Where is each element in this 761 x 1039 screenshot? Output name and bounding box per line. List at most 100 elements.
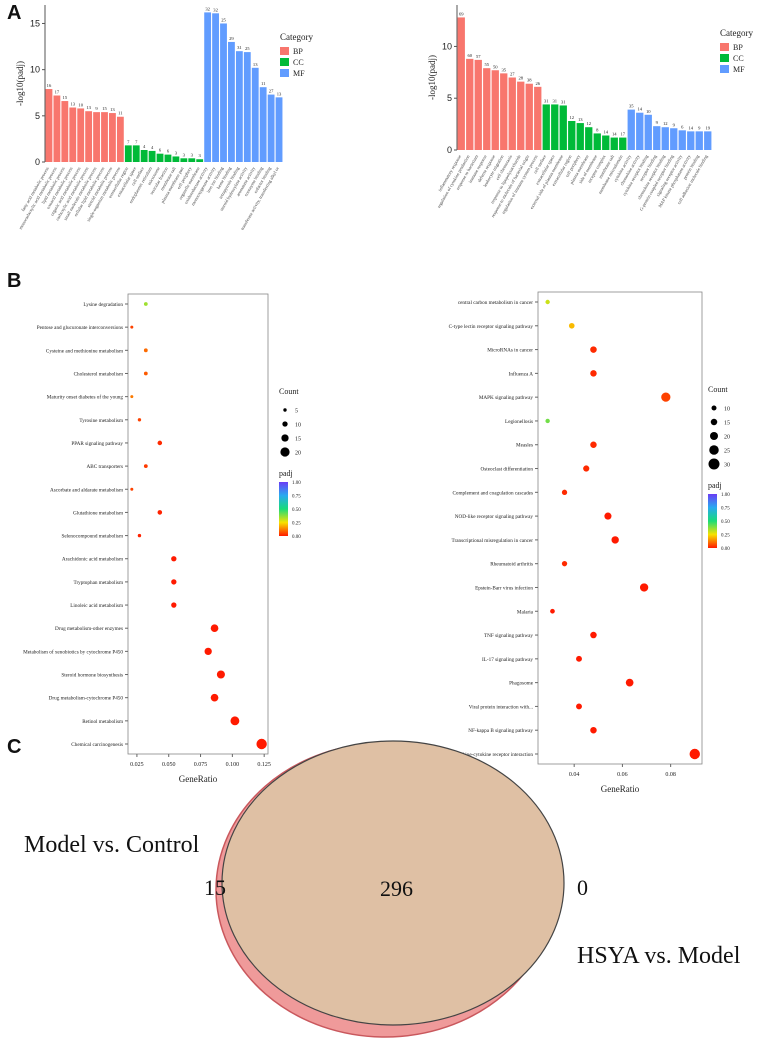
pathway-dot bbox=[256, 738, 267, 750]
bar bbox=[474, 59, 482, 151]
pathway-dot bbox=[143, 464, 148, 468]
bar-data-label: 7 bbox=[127, 139, 130, 144]
bar bbox=[148, 150, 156, 162]
bar-data-label: 55 bbox=[484, 62, 489, 67]
size-legend-dot bbox=[283, 408, 287, 412]
size-legend-label: 15 bbox=[724, 421, 730, 427]
bar bbox=[251, 67, 259, 162]
y-tick-label: 0 bbox=[35, 157, 40, 167]
pathway-dot bbox=[576, 703, 582, 710]
pathway-dot bbox=[625, 678, 634, 687]
size-legend-label: 30 bbox=[724, 463, 730, 469]
bar-data-label: 31 bbox=[237, 45, 242, 50]
pathway-dot bbox=[568, 322, 575, 329]
colorbar-tick-label: 0.75 bbox=[292, 495, 301, 500]
legend-label: CC bbox=[733, 54, 744, 63]
bar bbox=[220, 23, 227, 163]
size-legend-dot bbox=[708, 458, 720, 470]
bar-data-label: 3 bbox=[183, 152, 186, 157]
bar bbox=[212, 13, 219, 162]
size-legend-label: 15 bbox=[295, 437, 301, 443]
panel-c-label: C bbox=[7, 736, 22, 758]
bar bbox=[204, 12, 212, 163]
pathway-dot bbox=[204, 647, 212, 656]
pathway-dot bbox=[210, 624, 219, 633]
bar bbox=[644, 114, 652, 150]
bar bbox=[517, 81, 525, 150]
bar-data-label: 50 bbox=[493, 64, 498, 69]
colorbar-tick-label: 0.25 bbox=[292, 522, 301, 527]
y-axis-title: -log10(padj) bbox=[15, 61, 25, 106]
bar-data-label: 11 bbox=[118, 111, 123, 116]
bar bbox=[172, 156, 180, 162]
pathway-dot bbox=[590, 346, 597, 353]
pathway-dot bbox=[604, 512, 612, 520]
bar-data-label: 4 bbox=[143, 144, 146, 149]
bar-data-label: 10 bbox=[78, 102, 83, 107]
pathway-label: Legionellosis bbox=[505, 419, 533, 425]
pathway-dot bbox=[611, 536, 619, 544]
x-axis-title: GeneRatio bbox=[601, 784, 640, 794]
bar-data-label: 26 bbox=[535, 81, 540, 86]
pathway-label: MicroRNAs in cancer bbox=[487, 348, 533, 354]
bar bbox=[124, 145, 132, 162]
padj-colorbar bbox=[279, 482, 288, 536]
size-legend-label: 25 bbox=[724, 449, 730, 455]
bar-data-label: 13 bbox=[578, 117, 583, 122]
bar bbox=[140, 149, 148, 162]
x-tick-label: 0.08 bbox=[665, 772, 676, 778]
legend-label: MF bbox=[293, 69, 305, 78]
pathway-dot bbox=[130, 325, 134, 329]
bar bbox=[267, 94, 275, 162]
bar bbox=[164, 154, 172, 162]
pathway-label: PPAR signaling pathway bbox=[71, 441, 123, 447]
pathway-label: Rheumatoid arthritis bbox=[490, 562, 533, 568]
bar-data-label: 14 bbox=[637, 107, 642, 112]
pathway-label: Drug metabolism-cytochrome P450 bbox=[49, 696, 124, 702]
legend-swatch bbox=[720, 43, 729, 51]
venn-right-set-label: HSYA vs. Model bbox=[577, 943, 741, 969]
pathway-dot bbox=[171, 602, 177, 608]
y-tick-label: 5 bbox=[35, 111, 40, 121]
pathway-label: Tryptophan metabolism bbox=[73, 580, 123, 586]
bar-data-label: 3 bbox=[199, 153, 202, 158]
bar bbox=[457, 17, 465, 150]
size-legend-title: Count bbox=[708, 385, 728, 394]
size-legend-label: 10 bbox=[724, 407, 730, 413]
bar bbox=[568, 121, 576, 150]
size-legend-dot bbox=[281, 434, 289, 442]
x-tick-label: 0.025 bbox=[130, 762, 144, 768]
bar-data-label: 9 bbox=[95, 106, 98, 111]
pathway-label: Arachidonic acid metabolism bbox=[62, 557, 123, 563]
pathway-label: Linoleic acid metabolism bbox=[70, 603, 123, 609]
pathway-label: Selenocompound metabolism bbox=[61, 534, 123, 540]
colorbar-tick-label: 0.75 bbox=[721, 507, 730, 512]
pathway-dot bbox=[230, 716, 240, 726]
pathway-dot bbox=[590, 726, 597, 734]
bar bbox=[259, 87, 267, 162]
bar bbox=[508, 77, 516, 150]
bar bbox=[585, 127, 593, 150]
plot-frame bbox=[127, 293, 269, 755]
x-axis-title: GeneRatio bbox=[179, 774, 218, 784]
bar-data-label: 31 bbox=[561, 99, 566, 104]
colorbar-tick-label: 0.50 bbox=[292, 508, 301, 513]
pathway-label: central carbon metabolism in cancer bbox=[458, 300, 533, 306]
pathway-dot bbox=[561, 489, 568, 495]
bar-data-label: 31 bbox=[544, 98, 549, 103]
bar bbox=[636, 112, 644, 150]
bar-data-label: 38 bbox=[527, 78, 532, 83]
legend-swatch bbox=[720, 65, 729, 73]
pathway-dot bbox=[171, 556, 177, 562]
pathway-label: Tyrosine metabolism bbox=[79, 418, 123, 424]
bar-data-label: 6 bbox=[681, 124, 684, 129]
size-legend-label: 5 bbox=[295, 409, 298, 415]
y-tick-label: 5 bbox=[447, 93, 452, 103]
pathway-dot bbox=[130, 395, 134, 399]
pathway-label: Cytokine-cytokine receptor interaction bbox=[453, 752, 534, 758]
bar bbox=[678, 130, 686, 150]
pathway-label: Phagosome bbox=[509, 681, 534, 687]
bar-data-label: 17 bbox=[620, 132, 625, 137]
legend-swatch bbox=[280, 47, 289, 55]
